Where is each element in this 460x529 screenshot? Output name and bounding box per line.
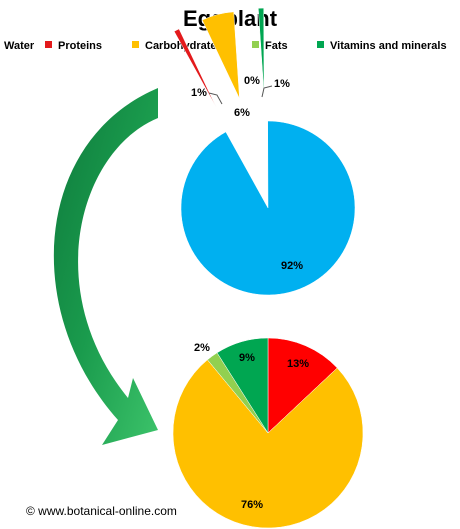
leader-line-proteins: [208, 92, 223, 105]
legend-label-proteins: Proteins: [58, 40, 103, 52]
legend-swatch-vitamins: [317, 41, 324, 48]
legend-item-water: Water: [4, 40, 34, 52]
legend-swatch-proteins: [45, 41, 52, 48]
legend-label-vitamins: Vitamins and minerals: [330, 40, 447, 52]
data-label-vitamins-and-minerals: 1%: [274, 78, 290, 90]
pie-slice-proteins: [173, 28, 217, 108]
pie-slice-proteins: [267, 337, 338, 434]
data-label-vitamins-and-minerals: 9%: [239, 352, 255, 364]
pie-slice-vitamins-and-minerals: [216, 337, 269, 434]
data-label-proteins: 13%: [287, 358, 309, 370]
pie-slice-vitamins-and-minerals: [258, 7, 265, 96]
data-label-proteins: 1%: [191, 87, 207, 99]
pie-slice-water: [180, 120, 356, 296]
data-label-fats: 2%: [194, 342, 210, 354]
legend-label-water: Water: [4, 40, 35, 52]
legend-label-fats: Fats: [265, 40, 288, 52]
data-label-carbohydrates: 76%: [241, 499, 263, 511]
leader-line-vitamins-and-minerals: [261, 85, 273, 98]
legend-item-vitamins: Vitamins and minerals: [317, 40, 447, 52]
data-label-carbohydrates: 6%: [234, 107, 250, 119]
copyright-footer: © www.botanical-online.com: [26, 504, 177, 518]
legend-swatch-carbohydrates: [132, 41, 139, 48]
pie-slice-carbohydrates: [201, 11, 240, 99]
data-label-fats: 0%: [244, 75, 260, 87]
data-label-water: 92%: [281, 260, 303, 272]
pie-labels-dry-matter: 13% 76% 2% 9%: [194, 342, 309, 511]
pie-slice-carbohydrates: [172, 359, 364, 529]
legend-item-fats: Fats: [252, 40, 288, 52]
pie-labels-composition: 1% 6% 0% 1% 92%: [191, 75, 303, 272]
pie-chart-composition: [173, 7, 356, 296]
legend-swatch-fats: [252, 41, 259, 48]
curved-arrow-icon: [53, 88, 158, 445]
legend-item-proteins: Proteins: [45, 40, 102, 52]
pie-chart-dry-matter: [172, 337, 364, 529]
